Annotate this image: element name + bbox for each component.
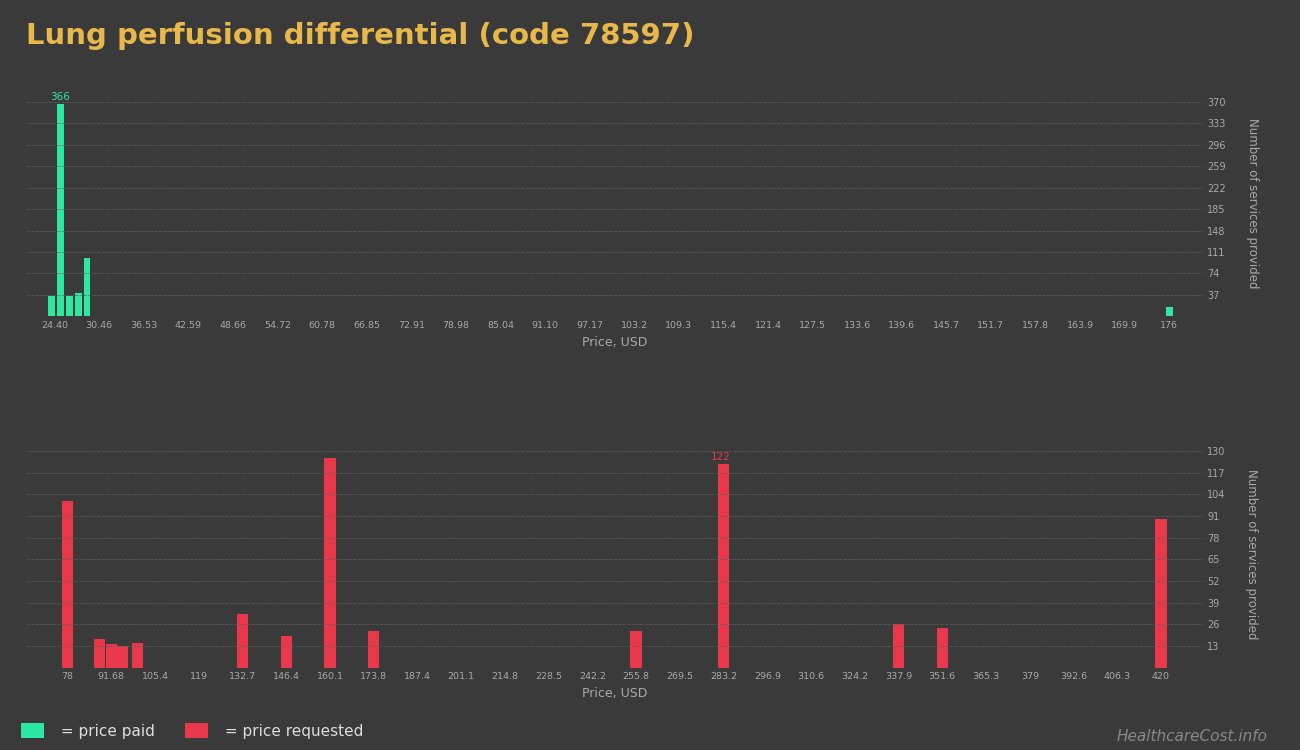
Bar <box>237 614 248 668</box>
Bar <box>116 646 127 668</box>
Legend:  = price paid,  = price requested: = price paid, = price requested <box>21 723 364 739</box>
Bar <box>1156 519 1166 668</box>
Bar <box>1166 307 1173 316</box>
Y-axis label: Number of services provided: Number of services provided <box>1245 118 1258 289</box>
Bar <box>48 296 55 316</box>
Bar <box>325 458 335 668</box>
Text: 366: 366 <box>49 92 70 101</box>
Bar <box>57 104 64 316</box>
Bar <box>66 296 73 316</box>
Bar <box>718 464 729 668</box>
Bar <box>133 643 143 668</box>
Text: HealthcareCost.info: HealthcareCost.info <box>1117 729 1268 744</box>
X-axis label: Price, USD: Price, USD <box>581 687 647 700</box>
Bar <box>368 631 380 668</box>
Bar <box>630 631 642 668</box>
Bar <box>281 636 291 668</box>
Bar <box>83 259 90 316</box>
Bar <box>893 624 903 668</box>
Text: Lung perfusion differential (code 78597): Lung perfusion differential (code 78597) <box>26 22 694 50</box>
Text: 122: 122 <box>711 452 731 462</box>
Bar <box>62 501 73 668</box>
Bar <box>75 293 82 316</box>
X-axis label: Price, USD: Price, USD <box>581 336 647 349</box>
Bar <box>94 639 105 668</box>
Y-axis label: Number of services provided: Number of services provided <box>1245 469 1258 640</box>
Bar <box>105 644 117 668</box>
Bar <box>937 628 948 668</box>
